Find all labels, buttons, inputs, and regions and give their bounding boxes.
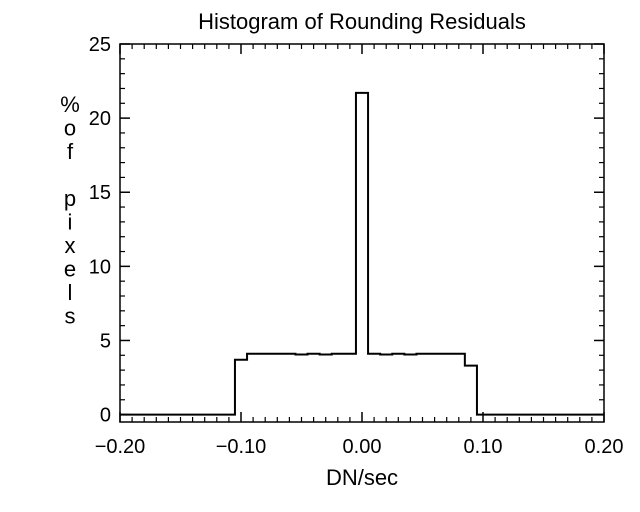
y-tick-label: 20 [89, 108, 111, 130]
histogram-step-line [120, 91, 604, 416]
y-axis-label-char: % [60, 92, 80, 117]
y-axis-label-char: l [68, 280, 73, 305]
y-axis-label-char: x [65, 233, 76, 258]
y-tick-label: 25 [89, 34, 111, 56]
y-tick-label: 5 [100, 330, 111, 352]
x-tick-label: 0.10 [464, 436, 503, 458]
x-tick-label: 0.00 [343, 436, 382, 458]
x-tick-label: −0.10 [216, 436, 267, 458]
y-axis-label-char: p [64, 186, 76, 211]
y-axis-label-char: i [68, 210, 73, 235]
plot-frame [119, 43, 605, 423]
y-tick-label: 0 [100, 405, 111, 427]
y-tick-label: 10 [89, 256, 111, 278]
x-axis-label: DN/sec [326, 465, 398, 490]
x-tick-label: 0.20 [585, 436, 624, 458]
x-tick-label: −0.20 [95, 436, 146, 458]
y-axis-label-char: e [64, 257, 76, 282]
y-tick-labels: 0 5 10 15 20 25 [89, 34, 111, 427]
y-axis-label-char: f [67, 139, 74, 164]
chart-title: Histogram of Rounding Residuals [198, 9, 526, 34]
y-tick-label: 15 [89, 182, 111, 204]
y-axis-label-char: o [64, 116, 76, 141]
axis-ticks [119, 43, 605, 422]
y-axis-label-char: s [65, 304, 76, 329]
x-tick-labels: −0.20 −0.10 0.00 0.10 0.20 [95, 436, 624, 458]
